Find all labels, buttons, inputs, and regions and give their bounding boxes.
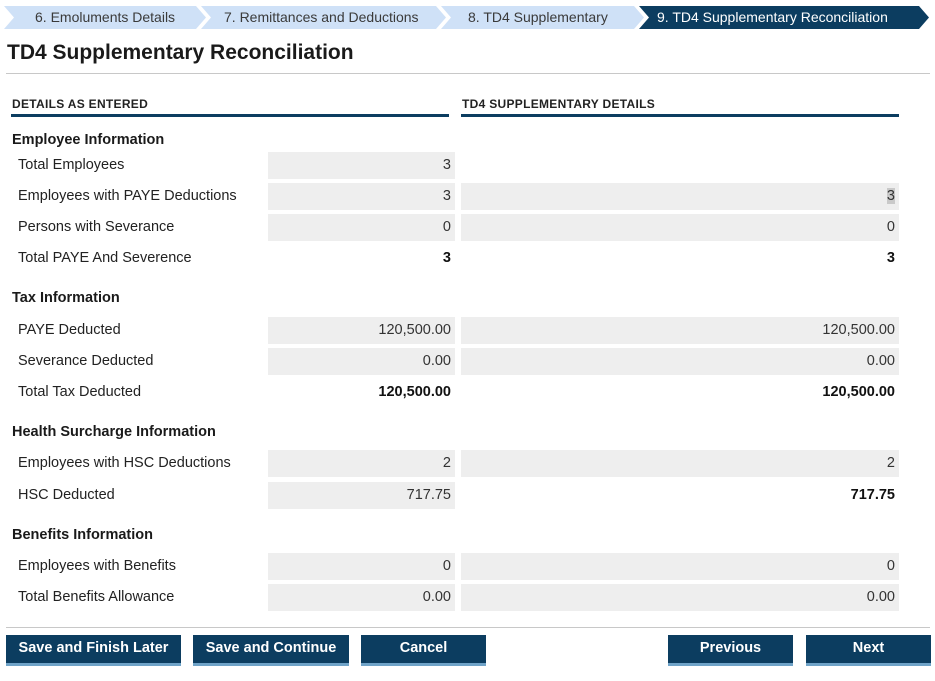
column-header-supplementary: TD4 SUPPLEMENTARY DETAILS (462, 97, 656, 111)
step-td4-supplementary[interactable]: 8. TD4 Supplementary (441, 6, 644, 29)
hsc-employees-label: Employees with HSC Deductions (18, 455, 231, 471)
step-emoluments-details[interactable]: 6. Emoluments Details (4, 6, 206, 29)
column-header-entered: DETAILS AS ENTERED (12, 97, 149, 111)
previous-button[interactable]: Previous (668, 635, 793, 666)
cancel-button[interactable]: Cancel (361, 635, 486, 666)
total-paye-severance-supplementary: 3 (886, 250, 895, 266)
step-8-shape (441, 6, 644, 29)
save-and-continue-button[interactable]: Save and Continue (193, 635, 349, 666)
page-title: TD4 Supplementary Reconciliation (7, 41, 354, 64)
benefit-allowance-label: Total Benefits Allowance (18, 589, 175, 605)
hsc-employees-supplementary: 2 (461, 450, 899, 477)
severance-persons-label: Persons with Severance (18, 219, 175, 235)
total-employees-entered: 3 (268, 152, 455, 179)
hsc-deducted-label: HSC Deducted (18, 487, 115, 503)
benefit-allowance-supplementary: 0.00 (461, 584, 899, 611)
section-tax-information: Tax Information (12, 290, 120, 306)
save-and-finish-later-button[interactable]: Save and Finish Later (6, 635, 181, 666)
wizard-steps: 6. Emoluments Details 7. Remittances and… (4, 6, 929, 29)
benefit-employees-supplementary: 0 (461, 553, 899, 580)
paye-employees-supplementary-value: 3 (886, 188, 895, 204)
benefit-allowance-entered: 0.00 (268, 584, 455, 611)
section-health-surcharge: Health Surcharge Information (12, 424, 216, 440)
step-6-shape (4, 6, 206, 29)
step-label: 6. Emoluments Details (35, 9, 176, 25)
total-employees-label: Total Employees (18, 157, 125, 173)
section-employee-information: Employee Information (12, 132, 165, 148)
step-label: 7. Remittances and Deductions (224, 9, 419, 25)
severance-deducted-entered: 0.00 (268, 348, 455, 375)
paye-employees-entered: 3 (268, 183, 455, 210)
total-tax-entered: 120,500.00 (378, 384, 451, 400)
severance-deducted-label: Severance Deducted (18, 353, 154, 369)
severance-persons-entered: 0 (268, 214, 455, 241)
hsc-deducted-entered: 717.75 (268, 482, 455, 509)
step-7-shape (201, 6, 446, 29)
divider (6, 73, 930, 74)
paye-employees-label: Employees with PAYE Deductions (18, 188, 237, 204)
step-label: 8. TD4 Supplementary (468, 9, 608, 25)
column-rule-supplementary (461, 114, 899, 117)
benefit-employees-label: Employees with Benefits (18, 558, 176, 574)
total-paye-severance-label: Total PAYE And Severence (18, 250, 192, 266)
step-label: 9. TD4 Supplementary Reconciliation (657, 9, 888, 25)
next-button[interactable]: Next (806, 635, 931, 666)
step-9-shape (639, 6, 929, 29)
step-remittances-deductions[interactable]: 7. Remittances and Deductions (201, 6, 446, 29)
paye-deducted-label: PAYE Deducted (18, 322, 121, 338)
column-rule-entered (11, 114, 449, 117)
total-tax-label: Total Tax Deducted (18, 384, 142, 400)
hsc-employees-entered: 2 (268, 450, 455, 477)
wizard-steps-shapes (4, 6, 929, 29)
step-td4-reconciliation[interactable]: 9. TD4 Supplementary Reconciliation (639, 6, 929, 29)
paye-employees-supplementary: 3 (461, 183, 899, 210)
hsc-deducted-supplementary: 717.75 (850, 487, 895, 503)
paye-deducted-supplementary: 120,500.00 (461, 317, 899, 344)
paye-deducted-entered: 120,500.00 (268, 317, 455, 344)
divider (6, 627, 930, 628)
severance-persons-supplementary: 0 (461, 214, 899, 241)
severance-deducted-supplementary: 0.00 (461, 348, 899, 375)
total-tax-supplementary: 120,500.00 (822, 384, 895, 400)
benefit-employees-entered: 0 (268, 553, 455, 580)
total-paye-severance-entered: 3 (442, 250, 451, 266)
section-benefits-information: Benefits Information (12, 527, 153, 543)
